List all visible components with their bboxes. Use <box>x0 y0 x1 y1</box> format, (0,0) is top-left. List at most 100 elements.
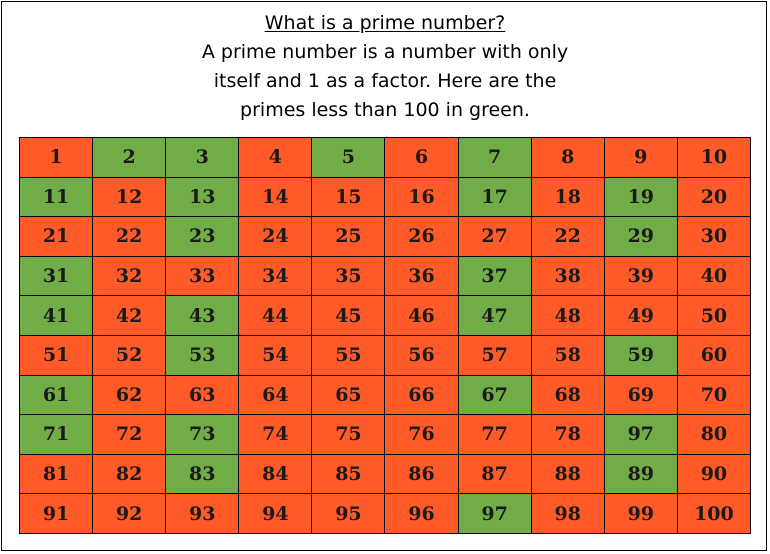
prime-cell: 47 <box>457 295 532 336</box>
number-cell: 51 <box>18 334 94 376</box>
number-cell: 1 <box>18 137 94 178</box>
number-cell: 25 <box>311 216 386 257</box>
number-cell: 38 <box>530 255 605 297</box>
number-cell: 92 <box>92 493 167 534</box>
number-cell: 76 <box>384 414 459 455</box>
number-cell: 77 <box>457 414 532 455</box>
prime-cell: 31 <box>18 255 94 297</box>
prime-cell: 2 <box>92 137 167 178</box>
number-cell: 6 <box>384 137 459 178</box>
number-cell: 87 <box>457 453 532 495</box>
prime-cell: 61 <box>18 374 94 416</box>
prime-cell: 11 <box>18 176 94 218</box>
prime-cell: 71 <box>18 414 94 455</box>
prime-cell: 67 <box>457 374 532 416</box>
number-cell: 55 <box>311 334 386 376</box>
number-cell: 88 <box>530 453 605 495</box>
number-cell: 18 <box>530 176 605 218</box>
number-cell: 10 <box>676 137 752 178</box>
number-cell: 69 <box>603 374 678 416</box>
prime-cell: 97 <box>457 493 532 534</box>
grid-row: 41 42 43 44 45 46 47 48 49 50 <box>18 295 752 336</box>
number-cell: 60 <box>676 334 752 376</box>
number-grid: 1 2 3 4 5 6 7 8 9 10 11 12 13 14 15 16 17 18 19 20 21 22 23 24 2… <box>18 137 752 534</box>
prime-cell: 59 <box>603 334 678 376</box>
number-cell: 22 <box>92 216 167 257</box>
number-grid-body: 1 2 3 4 5 6 7 8 9 10 11 12 13 14 15 16 17 18 19 20 21 22 23 24 2… <box>18 137 752 534</box>
number-cell: 93 <box>165 493 240 534</box>
number-cell: 95 <box>311 493 386 534</box>
heading-line-2: itself and 1 as a factor. Here are the <box>213 70 557 92</box>
number-cell: 20 <box>676 176 752 218</box>
number-cell: 26 <box>384 216 459 257</box>
number-cell: 16 <box>384 176 459 218</box>
grid-row: 91 92 93 94 95 96 97 98 99 100 <box>18 493 752 534</box>
prime-cell: 89 <box>603 453 678 495</box>
number-cell: 84 <box>238 453 313 495</box>
prime-cell: 19 <box>603 176 678 218</box>
number-cell: 64 <box>238 374 313 416</box>
number-cell: 8 <box>530 137 605 178</box>
prime-cell: 5 <box>311 137 386 178</box>
number-cell: 96 <box>384 493 459 534</box>
number-cell: 50 <box>676 295 752 336</box>
number-cell: 56 <box>384 334 459 376</box>
prime-cell: 53 <box>165 334 240 376</box>
number-cell: 68 <box>530 374 605 416</box>
number-cell: 65 <box>311 374 386 416</box>
number-cell: 75 <box>311 414 386 455</box>
number-cell: 94 <box>238 493 313 534</box>
number-cell: 40 <box>676 255 752 297</box>
number-cell: 99 <box>603 493 678 534</box>
number-cell: 90 <box>676 453 752 495</box>
number-cell: 27 <box>457 216 532 257</box>
grid-row: 61 62 63 64 65 66 67 68 69 70 <box>18 374 752 416</box>
number-cell: 4 <box>238 137 313 178</box>
grid-row: 81 82 83 84 85 86 87 88 89 90 <box>18 453 752 495</box>
number-cell: 98 <box>530 493 605 534</box>
prime-cell: 43 <box>165 295 240 336</box>
number-cell: 82 <box>92 453 167 495</box>
number-cell: 100 <box>676 493 752 534</box>
number-cell: 14 <box>238 176 313 218</box>
number-cell: 49 <box>603 295 678 336</box>
number-cell: 54 <box>238 334 313 376</box>
number-cell: 32 <box>92 255 167 297</box>
heading-line-1: A prime number is a number with only <box>201 41 569 63</box>
prime-cell: 73 <box>165 414 240 455</box>
number-cell: 15 <box>311 176 386 218</box>
prime-cell: 29 <box>603 216 678 257</box>
number-cell: 36 <box>384 255 459 297</box>
number-cell: 78 <box>530 414 605 455</box>
number-cell: 39 <box>603 255 678 297</box>
number-cell: 21 <box>18 216 94 257</box>
number-cell: 24 <box>238 216 313 257</box>
number-cell: 30 <box>676 216 752 257</box>
grid-row: 71 72 73 74 75 76 77 78 97 80 <box>18 414 752 455</box>
number-cell: 62 <box>92 374 167 416</box>
number-cell: 52 <box>92 334 167 376</box>
number-cell: 72 <box>92 414 167 455</box>
number-cell: 42 <box>92 295 167 336</box>
number-cell: 46 <box>384 295 459 336</box>
prime-cell: 41 <box>18 295 94 336</box>
number-cell: 70 <box>676 374 752 416</box>
grid-row: 51 52 53 54 55 56 57 58 59 60 <box>18 334 752 376</box>
number-cell: 81 <box>18 453 94 495</box>
prime-cell: 23 <box>165 216 240 257</box>
number-cell: 22 <box>530 216 605 257</box>
number-cell: 85 <box>311 453 386 495</box>
grid-row: 31 32 33 34 35 36 37 38 39 40 <box>18 255 752 297</box>
number-cell: 58 <box>530 334 605 376</box>
prime-cell: 83 <box>165 453 240 495</box>
number-cell: 86 <box>384 453 459 495</box>
prime-cell: 13 <box>165 176 240 218</box>
heading-title-line: What is a prime number? <box>0 9 770 38</box>
number-cell: 91 <box>18 493 94 534</box>
heading: What is a prime number? A prime number i… <box>0 9 770 125</box>
heading-line-3: primes less than 100 in green. <box>240 99 530 121</box>
heading-title: What is a prime number? <box>264 12 506 34</box>
prime-cell: 7 <box>457 137 532 178</box>
prime-cell: 97 <box>603 414 678 455</box>
grid-row: 1 2 3 4 5 6 7 8 9 10 <box>18 137 752 178</box>
